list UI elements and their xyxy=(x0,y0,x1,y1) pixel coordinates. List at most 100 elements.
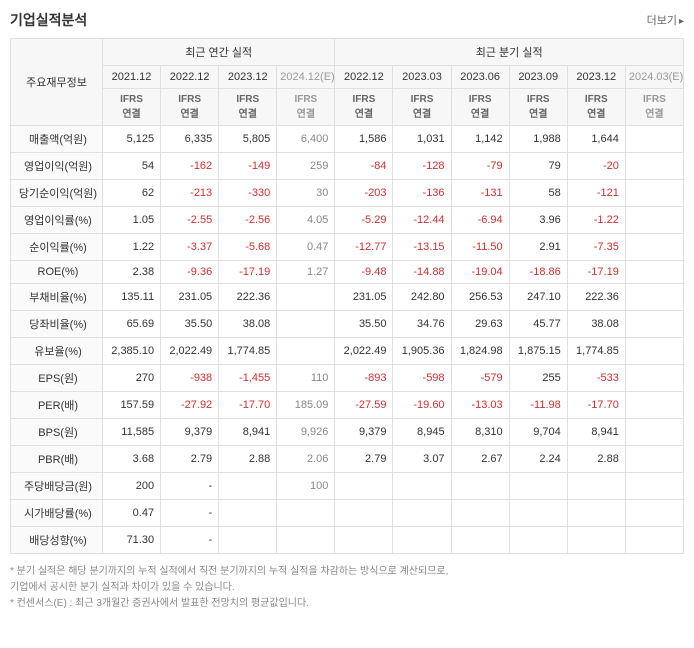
data-cell: -79 xyxy=(451,153,509,180)
data-cell: 9,379 xyxy=(335,419,393,446)
period-header: 2023.12 xyxy=(567,66,625,89)
data-cell xyxy=(625,311,683,338)
sub-header: IFRS연결 xyxy=(277,89,335,126)
data-cell xyxy=(625,500,683,527)
data-cell: 1,031 xyxy=(393,126,451,153)
data-cell: -11.50 xyxy=(451,234,509,261)
data-cell: 270 xyxy=(103,365,161,392)
data-cell: -131 xyxy=(451,180,509,207)
data-cell: 1.05 xyxy=(103,207,161,234)
sub-header: IFRS연결 xyxy=(393,89,451,126)
data-cell: 255 xyxy=(509,365,567,392)
footnote-line: * 분기 실적은 해당 분기까지의 누적 실적에서 직전 분기까지의 누적 실적… xyxy=(10,564,684,580)
data-cell: 6,335 xyxy=(161,126,219,153)
data-cell: 2.67 xyxy=(451,446,509,473)
row-label: PER(배) xyxy=(11,392,103,419)
footnote-line: * 컨센서스(E) : 최근 3개월간 증권사에서 발표한 전망치의 평균값입니… xyxy=(10,596,684,612)
table-row: 부채비율(%)135.11231.05222.36231.05242.80256… xyxy=(11,284,684,311)
table-row: 시가배당률(%)0.47- xyxy=(11,500,684,527)
data-cell: 110 xyxy=(277,365,335,392)
data-cell xyxy=(625,284,683,311)
data-cell: 65.69 xyxy=(103,311,161,338)
data-cell: 1.22 xyxy=(103,234,161,261)
data-cell: 35.50 xyxy=(335,311,393,338)
data-cell xyxy=(393,527,451,554)
data-cell: -5.68 xyxy=(219,234,277,261)
sub-header: IFRS연결 xyxy=(161,89,219,126)
data-cell: 29.63 xyxy=(451,311,509,338)
data-cell: -12.44 xyxy=(393,207,451,234)
period-header: 2023.12 xyxy=(219,66,277,89)
data-cell xyxy=(625,446,683,473)
data-cell: 2.24 xyxy=(509,446,567,473)
data-cell: 2.79 xyxy=(161,446,219,473)
sub-header: IFRS연결 xyxy=(103,89,161,126)
period-header: 2024.12(E) xyxy=(277,66,335,89)
data-cell: -17.70 xyxy=(219,392,277,419)
row-label: 유보율(%) xyxy=(11,338,103,365)
data-cell: 9,926 xyxy=(277,419,335,446)
row-label: 당좌비율(%) xyxy=(11,311,103,338)
row-label: 시가배당률(%) xyxy=(11,500,103,527)
data-cell: -330 xyxy=(219,180,277,207)
data-cell xyxy=(625,153,683,180)
data-cell xyxy=(451,500,509,527)
sub-header: IFRS연결 xyxy=(509,89,567,126)
data-cell: 11,585 xyxy=(103,419,161,446)
data-cell: 34.76 xyxy=(393,311,451,338)
first-col-header: 주요재무정보 xyxy=(11,39,103,126)
data-cell xyxy=(509,500,567,527)
table-row: 유보율(%)2,385.102,022.491,774.852,022.491,… xyxy=(11,338,684,365)
data-cell: -203 xyxy=(335,180,393,207)
data-cell: -136 xyxy=(393,180,451,207)
data-cell: 185.09 xyxy=(277,392,335,419)
data-cell: 38.08 xyxy=(219,311,277,338)
data-cell: 2.38 xyxy=(103,261,161,284)
data-cell xyxy=(393,473,451,500)
data-cell: -1,455 xyxy=(219,365,277,392)
data-cell: -27.59 xyxy=(335,392,393,419)
table-row: 당기순이익(억원)62-213-33030-203-136-13158-121 xyxy=(11,180,684,207)
data-cell: -6.94 xyxy=(451,207,509,234)
data-cell xyxy=(509,473,567,500)
data-cell: -598 xyxy=(393,365,451,392)
data-cell: 2,022.49 xyxy=(335,338,393,365)
data-cell: -19.04 xyxy=(451,261,509,284)
row-label: 매출액(억원) xyxy=(11,126,103,153)
data-cell: -533 xyxy=(567,365,625,392)
page-title: 기업실적분석 xyxy=(10,10,87,30)
sub-header: IFRS연결 xyxy=(335,89,393,126)
data-cell: -27.92 xyxy=(161,392,219,419)
data-cell: 200 xyxy=(103,473,161,500)
row-label: 영업이익률(%) xyxy=(11,207,103,234)
data-cell: -2.56 xyxy=(219,207,277,234)
sub-header: IFRS연결 xyxy=(451,89,509,126)
table-row: EPS(원)270-938-1,455110-893-598-579255-53… xyxy=(11,365,684,392)
data-cell: 30 xyxy=(277,180,335,207)
financial-table: 주요재무정보 최근 연간 실적 최근 분기 실적 2021.122022.122… xyxy=(10,38,684,554)
period-header: 2024.03(E) xyxy=(625,66,683,89)
annual-group-header: 최근 연간 실적 xyxy=(103,39,335,66)
data-cell: 1,774.85 xyxy=(567,338,625,365)
data-cell xyxy=(625,365,683,392)
data-cell: 0.47 xyxy=(277,234,335,261)
quarterly-group-header: 최근 분기 실적 xyxy=(335,39,684,66)
table-row: 당좌비율(%)65.6935.5038.0835.5034.7629.6345.… xyxy=(11,311,684,338)
row-label: 배당성향(%) xyxy=(11,527,103,554)
data-cell: -12.77 xyxy=(335,234,393,261)
table-row: PBR(배)3.682.792.882.062.793.072.672.242.… xyxy=(11,446,684,473)
data-cell xyxy=(625,261,683,284)
row-label: 주당배당금(원) xyxy=(11,473,103,500)
data-cell xyxy=(625,419,683,446)
data-cell: 0.47 xyxy=(103,500,161,527)
row-label: BPS(원) xyxy=(11,419,103,446)
data-cell: 247.10 xyxy=(509,284,567,311)
data-cell: -17.19 xyxy=(567,261,625,284)
more-link[interactable]: 더보기▸ xyxy=(647,12,684,28)
data-cell: -19.60 xyxy=(393,392,451,419)
data-cell: -17.70 xyxy=(567,392,625,419)
data-cell: 3.07 xyxy=(393,446,451,473)
data-cell xyxy=(277,311,335,338)
data-cell: -213 xyxy=(161,180,219,207)
table-row: 순이익률(%)1.22-3.37-5.680.47-12.77-13.15-11… xyxy=(11,234,684,261)
